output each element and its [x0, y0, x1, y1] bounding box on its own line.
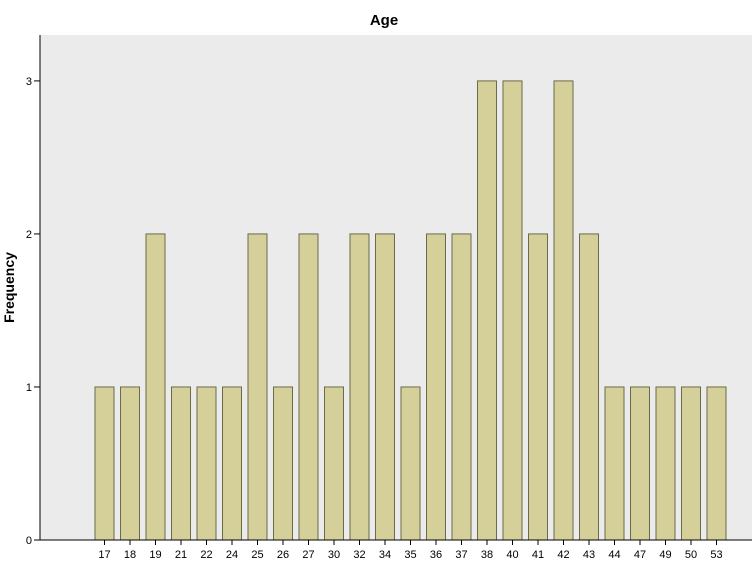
x-tick-label-30: 30	[328, 549, 340, 561]
bar-41	[528, 233, 548, 541]
y-tick-label: 2	[26, 229, 32, 241]
bar-22	[196, 386, 217, 541]
x-tick-label-18: 18	[124, 549, 136, 561]
x-tick-label-32: 32	[353, 549, 365, 561]
bar-30	[324, 386, 344, 541]
bar-44	[604, 386, 625, 541]
chart-title: Age	[370, 12, 398, 29]
bar-27	[298, 233, 319, 541]
bar-36	[426, 233, 446, 541]
bar-19	[145, 233, 166, 541]
bar-43	[579, 233, 599, 541]
bar-17	[94, 386, 115, 541]
bar-50	[681, 386, 701, 541]
y-tick-label: 0	[26, 535, 32, 547]
x-tick-label-49: 49	[659, 549, 671, 561]
x-tick-label-24: 24	[226, 549, 238, 561]
x-tick-label-44: 44	[608, 549, 620, 561]
x-tick-label-25: 25	[251, 549, 263, 561]
x-tick-label-50: 50	[685, 549, 697, 561]
bar-35	[400, 386, 421, 541]
x-tick-label-41: 41	[532, 549, 544, 561]
x-tick-label-19: 19	[149, 549, 161, 561]
x-tick-label-35: 35	[404, 549, 416, 561]
x-tick-label-38: 38	[481, 549, 493, 561]
x-tick-label-26: 26	[277, 549, 289, 561]
y-tick-label: 3	[26, 76, 32, 88]
x-tick-label-34: 34	[379, 549, 391, 561]
bar-34	[375, 233, 395, 541]
bar-49	[655, 386, 676, 541]
bar-25	[247, 233, 268, 541]
x-tick-label-27: 27	[302, 549, 314, 561]
x-tick-label-42: 42	[557, 549, 569, 561]
bar-38	[477, 80, 497, 541]
bars-group	[94, 80, 727, 541]
x-tick-label-37: 37	[455, 549, 467, 561]
y-axis-label: Frequency	[1, 252, 17, 323]
bar-21	[171, 386, 191, 541]
x-tick-label-17: 17	[98, 549, 110, 561]
x-tick-label-21: 21	[175, 549, 187, 561]
bar-26	[273, 386, 293, 541]
bar-32	[349, 233, 370, 541]
x-axis-ticks: 17 18 19 21 22 24 25 26 27 30 32 34 35 36 37 38 40 41 42 43…	[98, 540, 723, 561]
x-tick-label-22: 22	[200, 549, 212, 561]
y-axis-ticks: 0 1 2 3	[26, 76, 40, 547]
bar-42	[553, 80, 574, 541]
x-tick-label-43: 43	[583, 549, 595, 561]
bar-37	[451, 233, 472, 541]
bar-53	[706, 386, 727, 541]
x-tick-label-53: 53	[710, 549, 722, 561]
x-tick-label-47: 47	[634, 549, 646, 561]
bar-18	[120, 386, 140, 541]
x-tick-label-36: 36	[430, 549, 442, 561]
y-tick-label: 1	[26, 382, 32, 394]
bar-24	[222, 386, 242, 541]
x-tick-label-40: 40	[506, 549, 518, 561]
bar-47	[630, 386, 650, 541]
bar-40	[502, 80, 523, 541]
